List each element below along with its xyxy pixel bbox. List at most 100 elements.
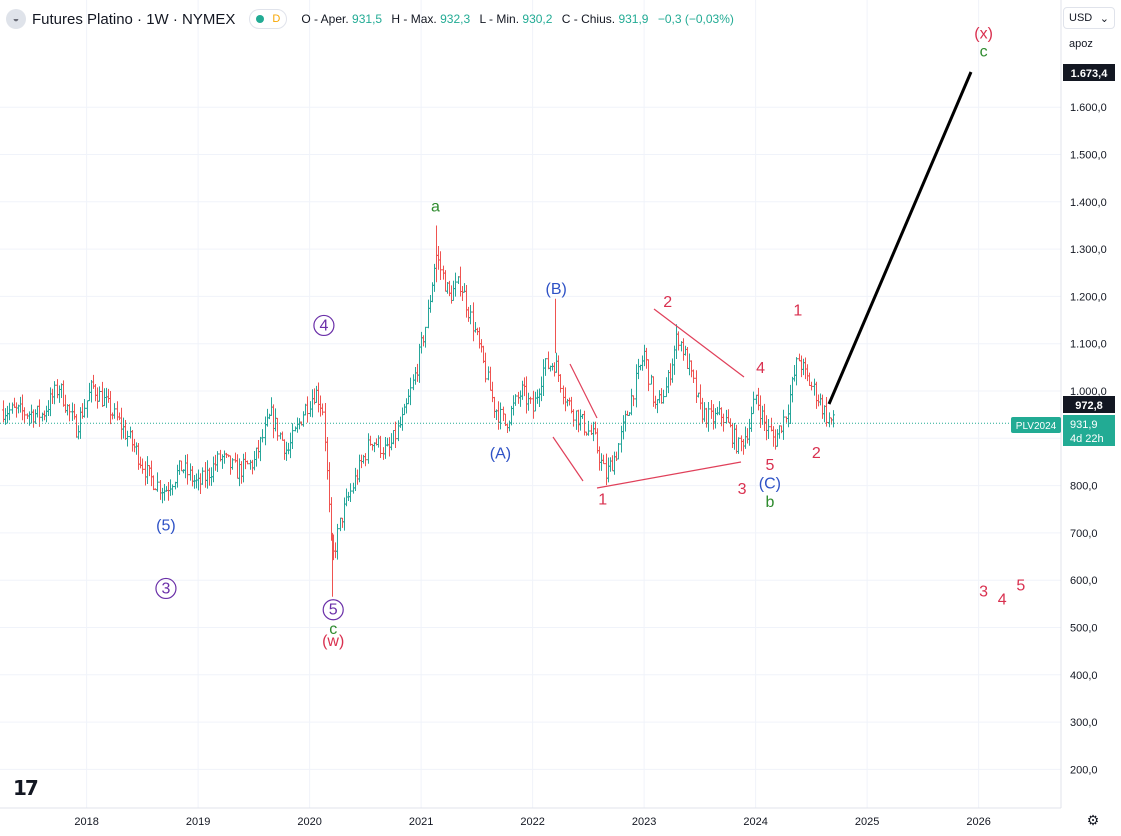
y-tick-label: 300,0 [1070, 717, 1098, 729]
ohlc-bar [49, 387, 52, 417]
ohlc-bar [133, 438, 136, 453]
ohlc-bar [632, 395, 635, 407]
y-tick-label: 1.400,0 [1070, 197, 1107, 209]
ohlc-bar [819, 393, 822, 406]
ohlc-bar [761, 405, 764, 425]
gear-icon[interactable]: ⚙ [1086, 811, 1100, 828]
ohlc-bar [645, 347, 648, 369]
x-tick-label: 2019 [186, 816, 210, 828]
symbol-tag: PLV2024 [1016, 421, 1057, 432]
scale-mode-label[interactable]: apoz [1069, 38, 1093, 50]
ohlc-bar [660, 388, 663, 404]
ohlc-bar [321, 403, 324, 416]
ohlc-bar [643, 344, 646, 367]
symbol-tag-bg [1011, 417, 1061, 433]
ohlc-bar [334, 542, 337, 559]
ohlc-bar [508, 420, 511, 432]
ohlc-bar [491, 381, 494, 403]
time-axis[interactable]: 2018 2019 2020 2021 2022 2023 2024 2025 2026 [0, 807, 1061, 828]
ohlc-bar [242, 453, 245, 483]
y-tick-label: 1.600,0 [1070, 102, 1107, 114]
ohlc-bar [695, 370, 698, 404]
ohlc-bar [216, 451, 219, 472]
ohlc-bar [763, 403, 766, 431]
x-tick-label: 2023 [632, 816, 656, 828]
ohlc-bar [562, 385, 565, 405]
ohlc-bar [439, 251, 442, 281]
symbol-icon[interactable]: ◒ [6, 9, 26, 29]
ohlc-bar [506, 424, 509, 434]
wave-circle [322, 599, 344, 621]
ohlc-bar [30, 404, 33, 424]
ohlc-bar [480, 339, 483, 353]
ohlc-bar [36, 405, 39, 418]
ohlc-bar [617, 442, 620, 460]
ohlc-bar [268, 413, 271, 420]
ohlc-bar [251, 459, 254, 475]
ohlc-bar [141, 458, 144, 474]
ohlc-bar [823, 405, 826, 423]
ohlc-bar [373, 442, 376, 453]
ohlc-bar [489, 366, 492, 391]
ohlc-bar [21, 394, 24, 421]
ohlc-bar [731, 423, 734, 449]
wave-label: b [765, 494, 774, 511]
market-status[interactable]: D [249, 9, 288, 29]
currency-select[interactable]: USD ⌄ [1063, 7, 1115, 29]
ohlc-bar [737, 437, 740, 454]
ohlc-bar [281, 431, 284, 441]
ohlc-bar [577, 409, 580, 433]
target-price-label: 1.673,4 [1071, 68, 1109, 80]
ohlc-bar [637, 358, 640, 380]
ohlc-bar [339, 517, 342, 532]
ohlc-bar [465, 284, 468, 318]
ohlc-bar [555, 352, 558, 373]
ohlc-bar [311, 389, 314, 418]
ohlc-bar [94, 383, 97, 402]
ohlc-bar [454, 272, 457, 297]
ohlc-bar [579, 409, 582, 431]
ohlc-bar [32, 409, 35, 428]
ohlc-bar [472, 302, 475, 342]
ohlc-bar [384, 436, 387, 459]
ohlc-bar [356, 469, 359, 485]
ohlc-bar [512, 395, 515, 416]
ohlc-bar [236, 454, 239, 479]
ohlc-bar [189, 463, 192, 481]
ohlc-bar [159, 480, 162, 500]
ohlc-bar [371, 443, 374, 451]
ohlc-bar [264, 416, 267, 446]
trendline-drawings[interactable] [552, 308, 745, 489]
ohlc-bar [45, 405, 48, 423]
tradingview-logo[interactable]: 17 [13, 776, 39, 800]
ohlc-bar [722, 413, 725, 432]
ohlc-bar [56, 379, 59, 399]
projection-line[interactable] [827, 71, 973, 405]
trendline-4 [653, 308, 745, 378]
ohlc-bar [452, 280, 455, 301]
ohlc-bar [529, 396, 532, 404]
ohlc-bar [272, 404, 275, 439]
wave-label: 3 [979, 583, 988, 600]
wave-label: 1 [598, 492, 607, 509]
ohlc-bar [88, 382, 91, 402]
wave-label: c [980, 44, 988, 61]
y-tick-label: 200,0 [1070, 764, 1098, 776]
cursor-price-tag [1063, 396, 1115, 413]
ohlc-bar [707, 402, 710, 432]
ohlc-bar [201, 467, 204, 485]
ohlc-bar [427, 299, 430, 329]
y-tick-label: 400,0 [1070, 670, 1098, 682]
ohlc-bar [437, 246, 440, 270]
x-tick-label: 2020 [297, 816, 321, 828]
wave-label: a [431, 198, 440, 215]
ohlc-bar [392, 430, 395, 445]
ohlc-bar [821, 394, 824, 419]
ohlc-bar [53, 381, 56, 405]
price-scale[interactable]: 1.600,0 1.500,0 1.400,0 1.300,0 1.200,0 1.100… [1011, 0, 1115, 808]
wave-label: 5 [1016, 578, 1025, 595]
chart-header: ◒ Futures Platino · 1W · NYMEX D O - Ape… [6, 8, 740, 30]
ohlc-bar [690, 360, 693, 378]
symbol-title[interactable]: Futures Platino · 1W · NYMEX [32, 10, 236, 28]
